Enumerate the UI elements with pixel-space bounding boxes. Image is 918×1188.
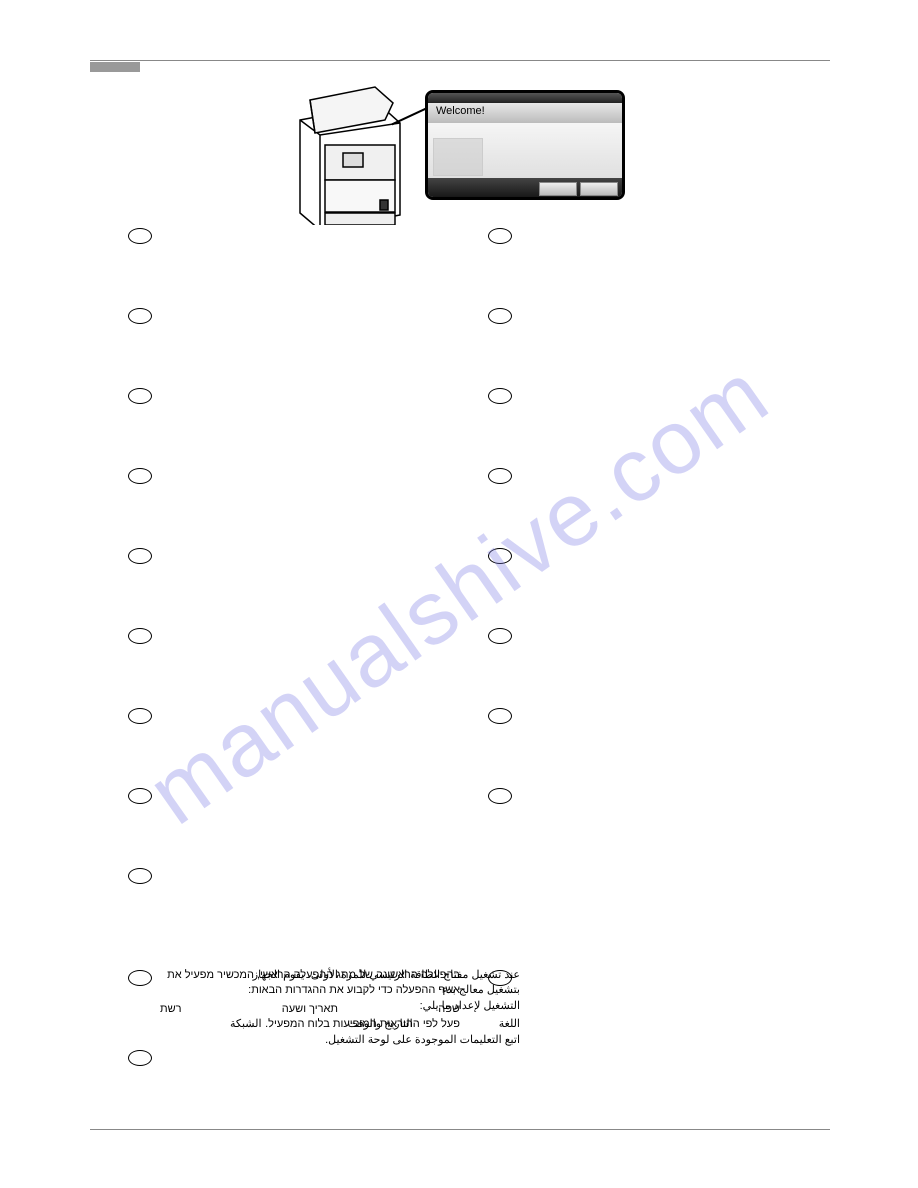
bottom-rule: [90, 1129, 830, 1130]
oval-marker-left: [128, 468, 152, 484]
he-col-datetime: תאריך ושעה: [282, 1002, 338, 1017]
oval-marker-left: [128, 868, 152, 884]
oval-marker-right: [488, 548, 512, 564]
screen-body: [428, 123, 622, 178]
screen-button-1: [539, 182, 577, 196]
oval-marker-right: [488, 788, 512, 804]
oval-marker-right: [488, 308, 512, 324]
printer-illustration: Welcome!: [285, 85, 635, 225]
he-col-language: שפה: [438, 1002, 460, 1017]
page-container: Welcome! عند تشغيل مفتاح الطاقة الرئيسي …: [90, 60, 830, 1130]
ar-col-language: اللغة: [499, 1017, 520, 1032]
oval-marker-left: [128, 308, 152, 324]
he-line2: אשף ההפעלה כדי לקבוע את ההגדרות הבאות:: [160, 983, 460, 998]
oval-marker-left: [128, 1050, 152, 1066]
top-rule: [90, 60, 830, 61]
oval-marker-left: [128, 970, 152, 986]
he-col-network: רשת: [160, 1002, 182, 1017]
ar-line3: اتبع التعليمات الموجودة على لوحة التشغيل…: [230, 1033, 520, 1048]
oval-marker-right: [488, 228, 512, 244]
top-gray-bar: [90, 62, 140, 72]
oval-marker-left: [128, 628, 152, 644]
hebrew-text-block: בהפעלה הראשונה של מתג ההפעלה הראשי, המכש…: [160, 968, 460, 1033]
oval-marker-right: [488, 388, 512, 404]
oval-marker-left: [128, 708, 152, 724]
screen-footer: [428, 178, 622, 200]
oval-marker-right: [488, 708, 512, 724]
oval-marker-right: [488, 468, 512, 484]
oval-marker-left: [128, 228, 152, 244]
oval-marker-left: [128, 388, 152, 404]
printer-icon: [285, 85, 415, 225]
printer-screen: Welcome!: [425, 90, 625, 200]
he-line3: פעל לפי ההוראות המופיעות בלוח המפעיל.: [160, 1017, 460, 1032]
oval-marker-left: [128, 788, 152, 804]
screen-topbar: [428, 93, 622, 103]
oval-marker-right: [488, 628, 512, 644]
he-line1: בהפעלה הראשונה של מתג ההפעלה הראשי, המכש…: [160, 968, 460, 983]
he-labels-row: שפה תאריך ושעה רשת: [160, 1002, 460, 1017]
screen-body-icon: [433, 138, 483, 176]
screen-welcome-text: Welcome!: [428, 103, 622, 123]
oval-marker-left: [128, 548, 152, 564]
screen-button-2: [580, 182, 618, 196]
